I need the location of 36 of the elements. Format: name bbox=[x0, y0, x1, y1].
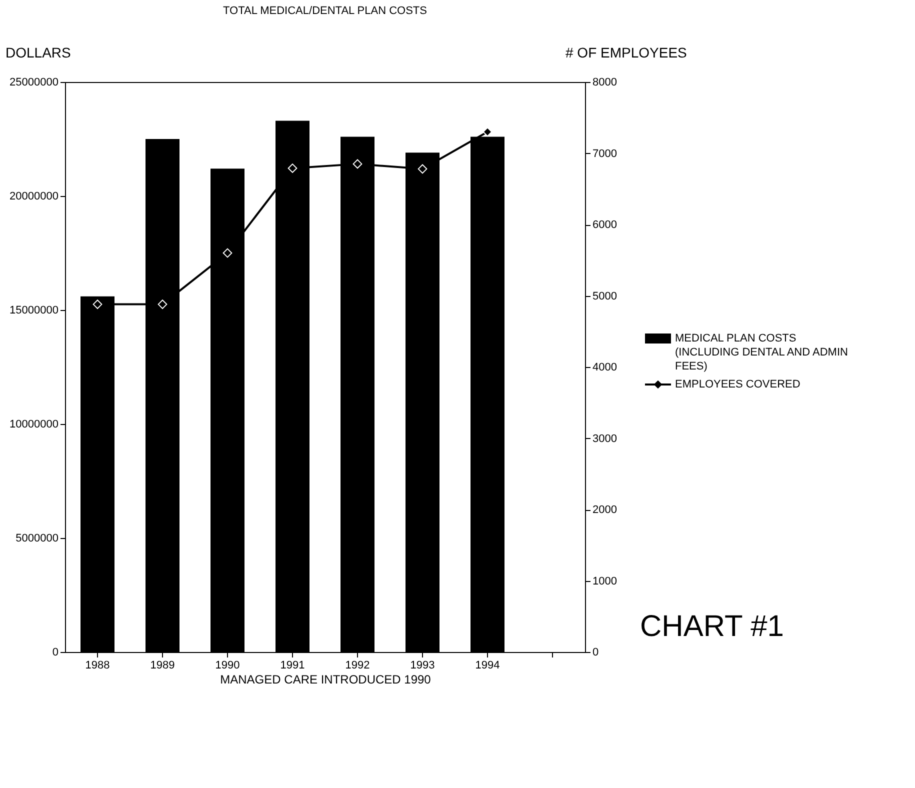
y-tick-label: 20000000 bbox=[10, 190, 58, 202]
point bbox=[482, 127, 492, 137]
y-tick-label: 5000000 bbox=[16, 532, 58, 544]
y2-tick-label: 5000 bbox=[592, 290, 617, 302]
point bbox=[352, 159, 362, 169]
y-tick-label: 10000000 bbox=[10, 418, 58, 430]
y-tick-label: 0 bbox=[52, 646, 58, 658]
y2-tick-label: 8000 bbox=[592, 76, 617, 88]
chart-title: TOTAL MEDICAL/DENTAL PLAN COSTS bbox=[223, 5, 427, 17]
point bbox=[222, 248, 232, 258]
y2-tick-label: 4000 bbox=[592, 362, 617, 374]
point bbox=[288, 164, 298, 173]
point bbox=[158, 300, 168, 309]
point bbox=[92, 300, 102, 309]
legend-label: EMPLOYEES COVERED bbox=[675, 378, 800, 390]
x-tick-label: 1988 bbox=[85, 660, 110, 672]
y-axis-title: DOLLARS bbox=[6, 44, 71, 60]
y2-tick-label: 3000 bbox=[592, 432, 617, 445]
x-tick-label: 1989 bbox=[150, 660, 175, 672]
x-axis-title: MANAGED CARE INTRODUCED 1990 bbox=[220, 672, 432, 686]
x-tick-label: 1990 bbox=[215, 660, 240, 672]
y-tick-label: 15000000 bbox=[10, 304, 58, 316]
y-tick-label: 25000000 bbox=[10, 76, 58, 88]
y2-tick-label: 0 bbox=[592, 646, 599, 658]
text: CHART #1 bbox=[640, 610, 784, 643]
legend-label: MEDICAL PLAN COSTS (INCLUDING DENTAL AND ADMIN FEES) bbox=[675, 332, 848, 372]
y2-tick-label: 7000 bbox=[592, 148, 617, 160]
x-tick-label: 1993 bbox=[410, 660, 435, 672]
y2-axis-title: # OF EMPLOYEES bbox=[566, 44, 687, 60]
y2-tick-label: 6000 bbox=[592, 219, 617, 231]
x-tick-label: 1992 bbox=[345, 660, 370, 672]
point bbox=[418, 164, 428, 174]
y2-tick-label: 1000 bbox=[592, 575, 617, 588]
x-tick-label: 1994 bbox=[475, 660, 500, 672]
y2-tick-label: 2000 bbox=[592, 504, 617, 516]
x-tick-label: 1991 bbox=[280, 660, 305, 672]
